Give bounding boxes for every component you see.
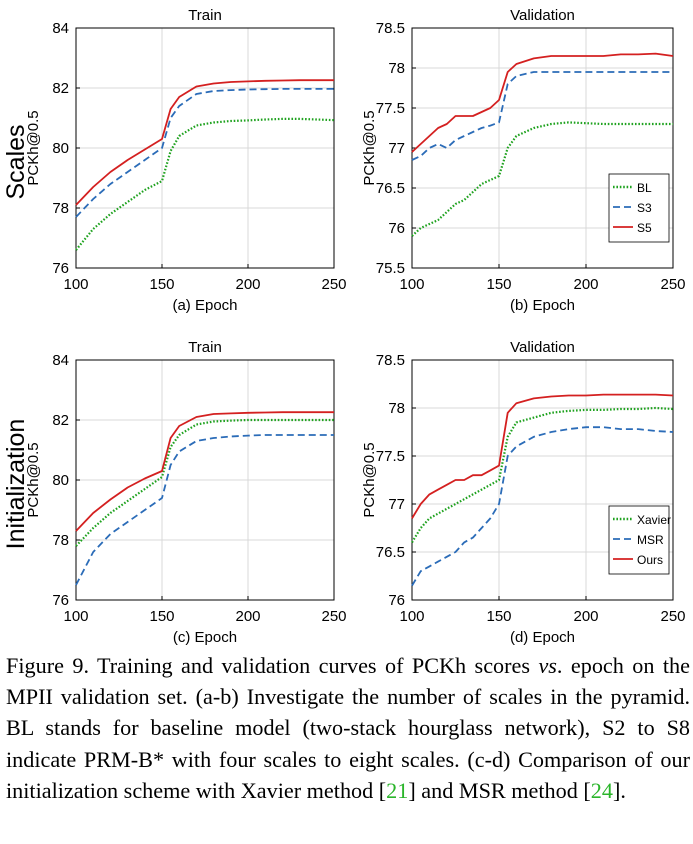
x-axis-label: (d) Epoch (510, 629, 575, 646)
chart-d: 100 150 200 250 76 76.5 77 77.5 78 78.5 Validation… (361, 339, 686, 646)
x-tick-label: 100 (399, 276, 424, 293)
figure: Scales Initialization 100 150 200 250 76 78 80… (2, 7, 686, 646)
y-tick-label: 78 (52, 532, 69, 549)
legend: BL S3 S5 (608, 173, 670, 243)
x-tick-label: 250 (660, 276, 685, 293)
y-tick-label: 82 (52, 80, 69, 97)
x-tick-label: 150 (486, 276, 511, 293)
series-line-s5 (75, 79, 334, 206)
x-axis-label: (b) Epoch (510, 297, 575, 314)
legend-label-bl: BL (637, 181, 652, 195)
y-tick-label: 76 (388, 592, 405, 609)
legend-label-s5: S5 (637, 221, 652, 235)
figure-charts: Scales Initialization 100 150 200 250 76 78 80… (2, 7, 686, 646)
row-label-scales: Scales (2, 124, 30, 199)
y-tick-label: 84 (52, 352, 69, 369)
y-tick-label: 78.5 (376, 20, 405, 37)
series-line-xavier (75, 418, 334, 547)
x-axis-label: (c) Epoch (173, 629, 237, 646)
caption-reference-link[interactable]: 24 (590, 777, 613, 803)
x-tick-label: 100 (399, 608, 424, 625)
series-line-bl (75, 117, 335, 251)
chart-title: Train (188, 339, 222, 356)
x-tick-label: 150 (149, 608, 174, 625)
y-tick-label: 77.5 (376, 448, 405, 465)
chart-b: 100 150 200 250 75.5 76 76.5 77 77.5 78 78.5 Valida… (361, 7, 686, 314)
caption-figure-label: Figure 9. (6, 653, 89, 678)
legend-box (608, 173, 670, 243)
y-axis-label: PCKh@0.5 (25, 110, 42, 185)
caption-text-a: Training and validation curves of PCKh s… (89, 653, 539, 678)
y-tick-label: 77.5 (376, 100, 405, 117)
caption-text-b: . epoch on the MPII validation set. (a-b… (6, 653, 690, 803)
plot-frame (411, 359, 674, 601)
legend-box (608, 505, 670, 575)
legend-label-xavier: Xavier (637, 513, 671, 527)
series-line-bl (411, 121, 673, 237)
y-tick-label: 80 (52, 472, 69, 489)
caption-text-c: ] and MSR method [ (408, 777, 591, 803)
x-tick-label: 200 (235, 276, 260, 293)
caption-text-d: ]. (612, 777, 626, 803)
y-tick-label: 77 (388, 496, 405, 513)
chart-title: Validation (510, 7, 575, 24)
y-tick-label: 82 (52, 412, 69, 429)
caption-reference-link[interactable]: 21 (386, 777, 409, 803)
series-line-s3 (75, 88, 334, 218)
chart-title: Validation (510, 339, 575, 356)
series-line-msr (75, 434, 334, 586)
y-axis-label: PCKh@0.5 (25, 442, 42, 517)
legend-label-ours: Ours (637, 553, 663, 567)
series-line-s5 (411, 52, 674, 153)
y-tick-label: 77 (388, 140, 405, 157)
x-tick-label: 200 (573, 608, 598, 625)
chart-c: 100 150 200 250 76 78 80 82 84 Train (c) Epoch PCKh… (25, 339, 347, 646)
y-tick-label: 76 (52, 260, 69, 277)
y-tick-label: 84 (52, 20, 69, 37)
x-tick-label: 250 (321, 276, 346, 293)
legend-label-msr: MSR (637, 533, 664, 547)
y-tick-label: 76.5 (376, 180, 405, 197)
y-tick-label: 76 (52, 592, 69, 609)
x-tick-label: 150 (486, 608, 511, 625)
series-line-xavier (411, 406, 674, 543)
series-line-ours (411, 393, 674, 519)
y-tick-label: 78 (388, 60, 405, 77)
x-tick-label: 150 (149, 276, 174, 293)
x-tick-label: 100 (63, 608, 88, 625)
caption-vs: vs (538, 653, 557, 678)
x-tick-label: 250 (321, 608, 346, 625)
y-tick-label: 80 (52, 140, 69, 157)
y-tick-label: 76 (388, 220, 405, 237)
series-line-s3 (411, 71, 673, 161)
x-axis-label: (a) Epoch (172, 297, 237, 314)
x-tick-label: 200 (235, 608, 260, 625)
chart-title: Train (188, 7, 222, 24)
series-line-msr (411, 426, 674, 587)
y-tick-label: 75.5 (376, 260, 405, 277)
legend-label-s3: S3 (637, 201, 652, 215)
y-axis-label: PCKh@0.5 (361, 442, 378, 517)
x-tick-label: 100 (63, 276, 88, 293)
x-tick-label: 250 (660, 608, 685, 625)
series-line-ours (75, 411, 334, 532)
y-tick-label: 78 (388, 400, 405, 417)
y-tick-label: 76.5 (376, 544, 405, 561)
y-axis-label: PCKh@0.5 (361, 110, 378, 185)
row-label-initialization: Initialization (2, 419, 30, 550)
y-tick-label: 78 (52, 200, 69, 217)
chart-a: 100 150 200 250 76 78 80 82 84 Train (a) Epoch PCKh… (25, 7, 347, 314)
x-tick-label: 200 (573, 276, 598, 293)
figure-caption: Figure 9. Training and validation curves… (6, 650, 690, 806)
legend: Xavier MSR Ours (608, 505, 671, 575)
y-tick-label: 78.5 (376, 352, 405, 369)
